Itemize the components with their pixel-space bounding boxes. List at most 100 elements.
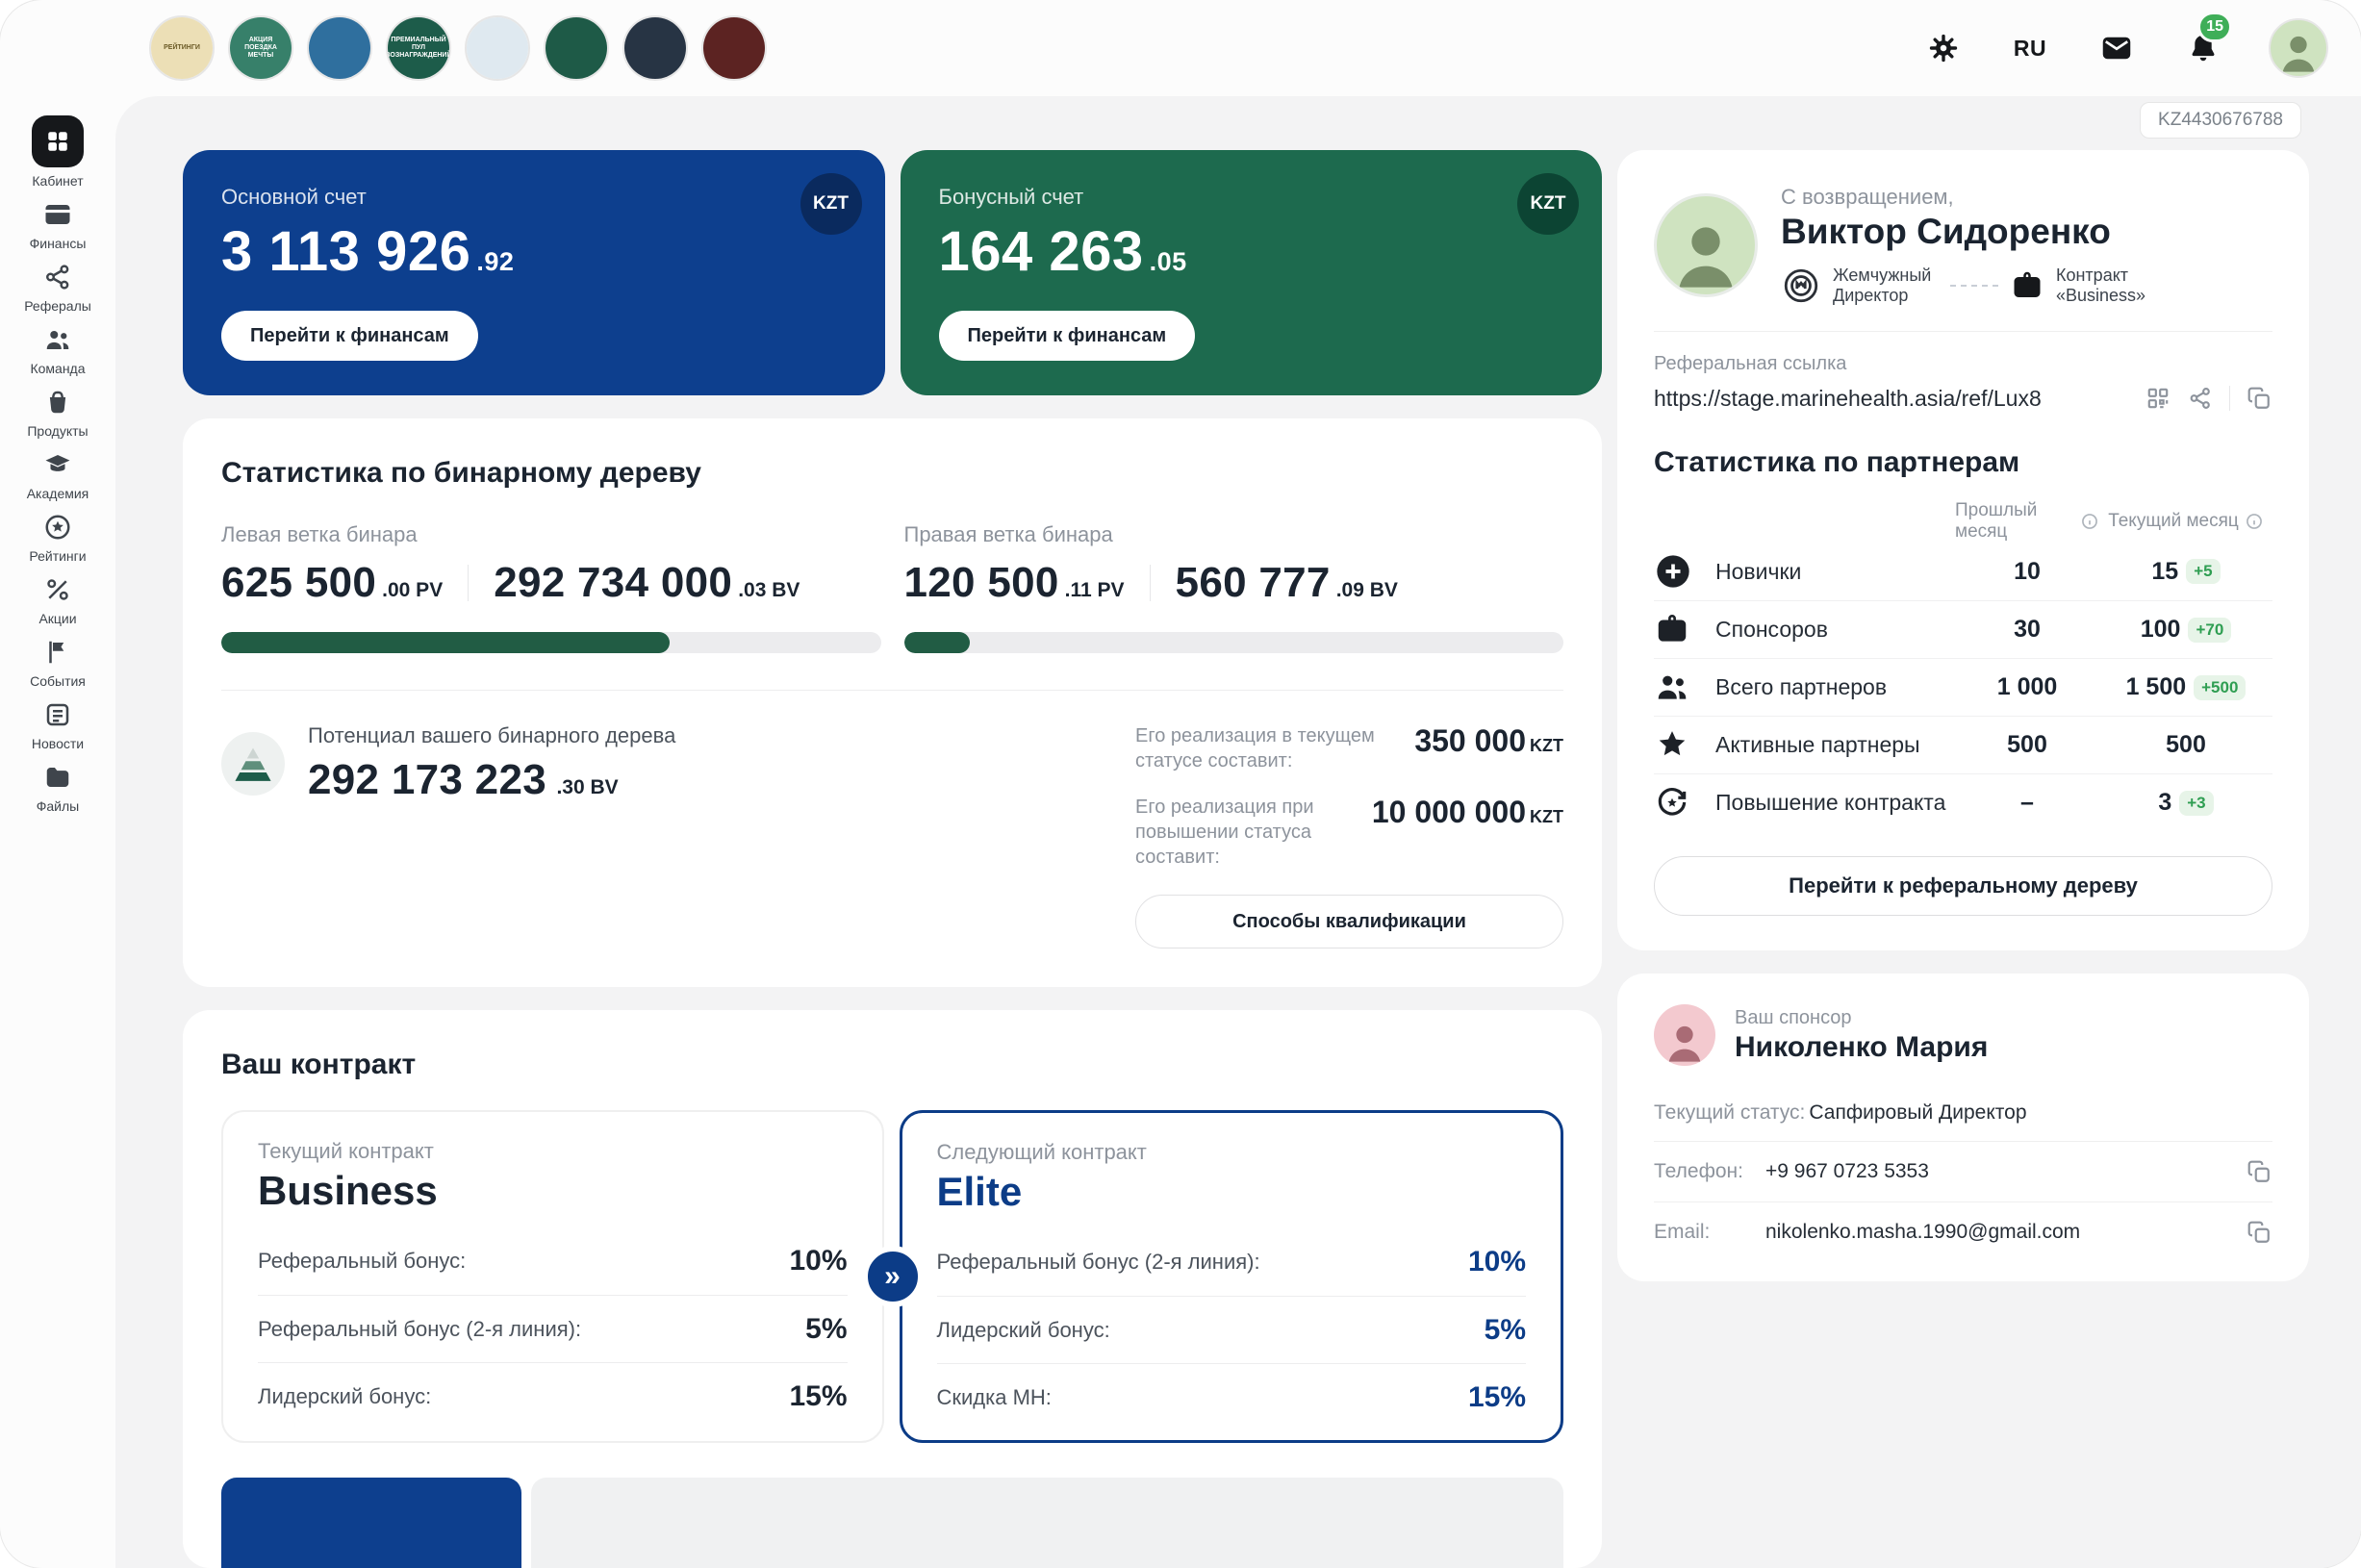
potential-label: Потенциал вашего бинарного дерева bbox=[308, 723, 676, 747]
left-branch-progress bbox=[221, 632, 881, 653]
sidebar-item-events[interactable]: События bbox=[4, 637, 112, 689]
bottom-bar-active-segment[interactable] bbox=[221, 1478, 521, 1568]
realization-current: Его реализация в текущем статусе состави… bbox=[1135, 723, 1563, 771]
next-contract-arrow-button[interactable]: » bbox=[861, 1246, 924, 1307]
story-avatar[interactable] bbox=[701, 15, 767, 81]
partners-row-upgrade: Повышение контракта – 3 +3 bbox=[1654, 773, 2272, 831]
sidebar-item-promotions[interactable]: Акции bbox=[4, 574, 112, 626]
referral-tree-button[interactable]: Перейти к реферальному дереву bbox=[1654, 856, 2272, 916]
folder-icon bbox=[42, 762, 73, 793]
share-network-icon bbox=[42, 262, 73, 292]
sidebar-item-ratings[interactable]: Рейтинги bbox=[4, 512, 112, 564]
story-avatar[interactable]: РЕЙТИНГИ bbox=[149, 15, 215, 81]
sidebar-item-products[interactable]: Продукты bbox=[4, 387, 112, 439]
story-avatar[interactable] bbox=[544, 15, 609, 81]
go-to-finances-button[interactable]: Перейти к финансам bbox=[938, 311, 1196, 361]
story-avatar[interactable] bbox=[307, 15, 372, 81]
share-icon[interactable] bbox=[2187, 385, 2214, 412]
mail-button[interactable] bbox=[2095, 27, 2138, 69]
settings-button[interactable] bbox=[1922, 27, 1965, 69]
main-column: KZT Основной счет 3 113 926.92 Перейти к… bbox=[183, 150, 1602, 1568]
referral-link[interactable]: https://stage.marinehealth.asia/ref/Lux8 bbox=[1654, 385, 2042, 411]
contract-title: Ваш контракт bbox=[221, 1049, 417, 1080]
binary-stats-card: Статистика по бинарному дереву Левая вет… bbox=[183, 418, 1602, 987]
qualification-methods-button[interactable]: Способы квалификации bbox=[1135, 895, 1563, 948]
account-id-badge: KZ4430676788 bbox=[2140, 102, 2301, 139]
left-bv-value: 292 734 000 bbox=[494, 559, 733, 606]
right-branch: Правая ветка бинара 120 500 .11 PV 560 7… bbox=[903, 522, 1563, 653]
binary-branches: Левая ветка бинара 625 500 .00 PV 292 73… bbox=[221, 522, 1563, 653]
story-avatar[interactable] bbox=[465, 15, 530, 81]
story-avatar[interactable]: АКЦИЯ ПОЕЗДКА МЕЧТЫ bbox=[228, 15, 293, 81]
story-label: ПРЕМИАЛЬНЫЙ ПУЛ ВОЗНАГРАЖДЕНИЙ bbox=[386, 36, 451, 60]
profile-header: С возвращением, Виктор Сидоренко Жемчужн… bbox=[1654, 185, 2272, 332]
contract-row: Скидка МН: 15% bbox=[936, 1363, 1526, 1430]
currency-badge: KZT bbox=[800, 173, 862, 235]
right-pv-value: 120 500 bbox=[903, 559, 1059, 606]
partners-stats-title: Статистика по партнерам bbox=[1654, 446, 2020, 478]
user-avatar[interactable] bbox=[2269, 18, 2328, 78]
bag-icon bbox=[42, 387, 73, 417]
partners-row-total: Всего партнеров 1 000 1 500 +500 bbox=[1654, 658, 2272, 716]
pyramid-icon bbox=[221, 732, 285, 796]
sidebar-item-referrals[interactable]: Рефералы bbox=[4, 262, 112, 314]
sidebar-item-cabinet[interactable]: Кабинет bbox=[4, 115, 112, 189]
main-account-card: KZT Основной счет 3 113 926.92 Перейти к… bbox=[183, 150, 885, 395]
partners-row-active: Активные партнеры 500 500 bbox=[1654, 716, 2272, 773]
delta-badge: +70 bbox=[2188, 617, 2232, 643]
copy-icon[interactable] bbox=[2246, 385, 2272, 412]
current-contract-card: Текущий контракт Business Реферальный бо… bbox=[221, 1110, 884, 1443]
partners-row-newcomers: Новички 10 15 +5 bbox=[1654, 543, 2272, 600]
copy-icon[interactable] bbox=[2246, 1158, 2272, 1185]
contract-row: Реферальный бонус (2-я линия): 5% bbox=[258, 1295, 848, 1362]
story-avatar[interactable]: ПРЕМИАЛЬНЫЙ ПУЛ ВОЗНАГРАЖДЕНИЙ bbox=[386, 15, 451, 81]
currency-badge: KZT bbox=[1517, 173, 1579, 235]
delta-badge: +3 bbox=[2179, 790, 2214, 816]
story-avatar[interactable] bbox=[622, 15, 688, 81]
notifications-button[interactable]: 15 bbox=[2182, 12, 2232, 69]
go-to-finances-button[interactable]: Перейти к финансам bbox=[221, 311, 478, 361]
sponsor-name: Николенко Мария bbox=[1735, 1030, 1989, 1063]
info-icon[interactable] bbox=[2245, 512, 2264, 531]
binary-title: Статистика по бинарному дереву bbox=[221, 457, 701, 489]
sidebar-item-team[interactable]: Команда bbox=[4, 324, 112, 376]
story-label bbox=[572, 44, 580, 52]
graduation-cap-icon bbox=[42, 449, 73, 480]
copy-icon[interactable] bbox=[2246, 1219, 2272, 1246]
info-icon[interactable] bbox=[2080, 512, 2099, 531]
bottom-bar-segment[interactable] bbox=[531, 1478, 1563, 1568]
profile-card: KZ4430676788 С возвращением, Виктор Сидо… bbox=[1617, 102, 2309, 950]
greeting-text: С возвращением, bbox=[1781, 185, 1954, 209]
plus-circle-icon bbox=[1654, 552, 1692, 591]
profile-avatar[interactable] bbox=[1654, 193, 1758, 297]
sidebar-item-files[interactable]: Файлы bbox=[4, 762, 112, 814]
sponsor-avatar[interactable] bbox=[1654, 1004, 1715, 1066]
language-switcher[interactable]: RU bbox=[2013, 35, 2047, 61]
upgrade-cycle-icon bbox=[1654, 784, 1692, 822]
account-amount: 164 263.05 bbox=[938, 220, 1187, 283]
sidebar-item-academy[interactable]: Академия bbox=[4, 449, 112, 501]
potential-value: 292 173 223 .30 BV bbox=[308, 756, 619, 803]
story-label bbox=[730, 44, 738, 52]
stories-row: РЕЙТИНГИ АКЦИЯ ПОЕЗДКА МЕЧТЫ ПРЕМИАЛЬНЫЙ… bbox=[149, 15, 767, 81]
current-contract-name: Business bbox=[258, 1168, 438, 1213]
star-circle-icon bbox=[42, 512, 73, 543]
sidebar-nav: Кабинет Финансы Рефералы bbox=[0, 96, 115, 814]
sidebar-item-news[interactable]: Новости bbox=[4, 699, 112, 751]
rank-label: Жемчужный Директор bbox=[1833, 266, 1932, 305]
header-controls: RU 15 bbox=[1922, 12, 2328, 78]
team-icon bbox=[42, 324, 73, 355]
contract-row: Лидерский бонус: 5% bbox=[936, 1296, 1526, 1363]
next-contract-name: Elite bbox=[936, 1169, 1023, 1214]
qr-code-icon[interactable] bbox=[2145, 385, 2171, 412]
team-icon bbox=[1654, 669, 1692, 707]
contract-card: Ваш контракт Текущий контракт Business Р… bbox=[183, 1010, 1602, 1568]
sidebar-item-finances[interactable]: Финансы bbox=[4, 199, 112, 251]
account-label: Основной счет bbox=[221, 185, 367, 209]
sponsor-phone: +9 967 0723 5353 bbox=[1765, 1160, 1929, 1182]
story-label: РЕЙТИНГИ bbox=[164, 43, 200, 51]
account-cards: KZT Основной счет 3 113 926.92 Перейти к… bbox=[183, 150, 1602, 395]
partners-row-sponsors: Спонсоров 30 100 +70 bbox=[1654, 600, 2272, 658]
sponsor-email-row: Email: nikolenko.masha.1990@gmail.com bbox=[1654, 1201, 2272, 1262]
contract-row: Лидерский бонус: 15% bbox=[258, 1362, 848, 1429]
